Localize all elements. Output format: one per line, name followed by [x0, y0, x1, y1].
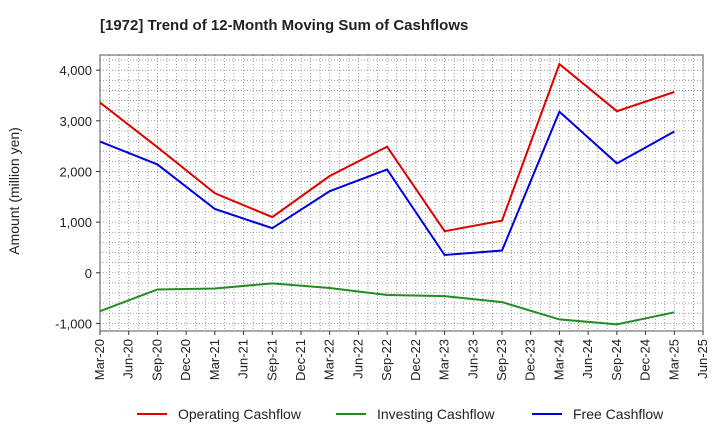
x-tick-label: Jun-23: [465, 339, 480, 379]
x-tick-label: Mar-22: [322, 339, 337, 380]
y-tick-label: -1,000: [55, 316, 92, 331]
x-tick-label: Dec-21: [293, 339, 308, 381]
legend: Operating Cashflow Investing Cashflow Free…: [137, 406, 664, 422]
x-tick-label: Jun-25: [695, 339, 710, 379]
x-axis-ticks: Mar-20 Jun-20 Sep-20 Dec-20 Mar-21 Jun-21 Sep-…: [92, 331, 710, 381]
x-tick-label: Dec-23: [523, 339, 538, 381]
legend-label: Operating Cashflow: [178, 406, 302, 422]
x-tick-label: Jun-22: [350, 339, 365, 379]
y-tick-label: 0: [85, 266, 92, 281]
x-tick-label: Mar-23: [437, 339, 452, 380]
x-tick-label: Mar-21: [207, 339, 222, 380]
legend-label: Free Cashflow: [573, 406, 664, 422]
y-tick-label: 4,000: [59, 63, 92, 78]
x-tick-label: Jun-24: [580, 339, 595, 379]
x-tick-label: Dec-22: [408, 339, 423, 381]
x-tick-label: Dec-20: [178, 339, 193, 381]
chart-title: [1972] Trend of 12-Month Moving Sum of C…: [100, 17, 468, 34]
y-axis-ticks: -1,000 0 1,000 2,000 3,000 4,000: [55, 63, 100, 331]
x-tick-label: Sep-20: [149, 339, 164, 381]
series-lines: [99, 62, 675, 326]
y-tick-label: 2,000: [59, 164, 92, 179]
x-tick-label: Sep-23: [494, 339, 509, 381]
grid: [100, 55, 703, 331]
plot-frame: [99, 54, 704, 332]
y-axis-label: Amount (million yen): [6, 127, 22, 255]
x-tick-label: Sep-21: [264, 339, 279, 381]
series-line-free-cashflow: [99, 110, 675, 257]
x-tick-label: Jun-20: [121, 339, 136, 379]
x-tick-label: Mar-24: [551, 339, 566, 380]
x-tick-label: Jun-21: [236, 339, 251, 379]
x-tick-label: Mar-25: [666, 339, 681, 380]
legend-label: Investing Cashflow: [377, 406, 495, 422]
x-tick-label: Sep-22: [379, 339, 394, 381]
series-line-investing-cashflow: [99, 282, 675, 326]
x-tick-label: Sep-24: [609, 339, 624, 381]
y-tick-label: 1,000: [59, 215, 92, 230]
x-tick-label: Dec-24: [638, 339, 653, 381]
series-line-operating-cashflow: [99, 62, 675, 233]
x-tick-label: Mar-20: [92, 339, 107, 380]
y-tick-label: 3,000: [59, 114, 92, 129]
